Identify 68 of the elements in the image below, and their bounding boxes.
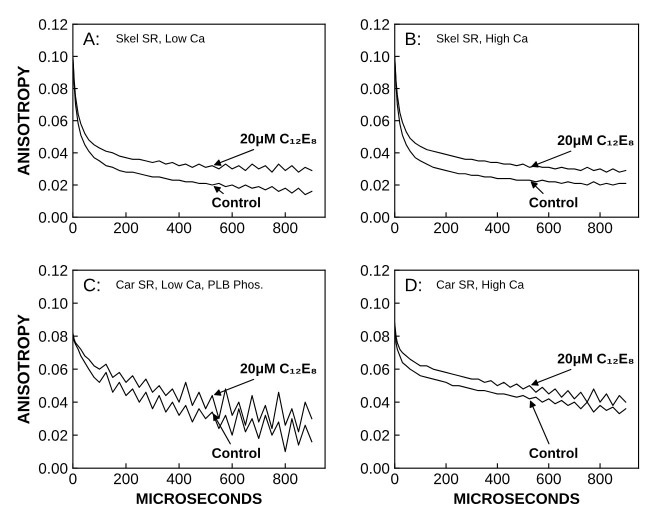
text: Skel SR, High Ca bbox=[436, 34, 528, 45]
y-tick-label: 0.06 bbox=[38, 116, 68, 126]
chart-title: C: bbox=[84, 278, 100, 292]
y-tick-label: 0.00 bbox=[360, 463, 390, 474]
y-axis-title: ANISOTROPY bbox=[18, 314, 30, 424]
y-tick-label: 0.10 bbox=[38, 298, 68, 309]
y-tick-label: 0.04 bbox=[360, 148, 390, 159]
x-tick-label: 600 bbox=[220, 473, 244, 484]
text: Control bbox=[529, 448, 578, 458]
x-tick-label: 200 bbox=[114, 473, 138, 484]
x-tick-label: 400 bbox=[166, 473, 192, 484]
y-tick-label: 0.12 bbox=[38, 265, 68, 276]
y-tick-label: 0.12 bbox=[38, 19, 68, 30]
y-tick-label: 0.04 bbox=[360, 397, 390, 408]
y-tick-label: 0.08 bbox=[360, 331, 390, 342]
text: Car SR, Low Ca, PLB Phos. bbox=[116, 280, 262, 290]
x-tick-label: 200 bbox=[434, 222, 458, 234]
x-tick-label: 600 bbox=[220, 222, 244, 234]
series-label: 20μM C₁₂E₈ bbox=[558, 135, 634, 148]
x-tick-label: 0 bbox=[391, 473, 398, 484]
y-tick-label: 0.04 bbox=[38, 397, 68, 408]
chart-title: B: bbox=[406, 32, 420, 46]
x-tick-label: 800 bbox=[588, 473, 612, 484]
y-tick-label: 0.02 bbox=[360, 430, 390, 441]
y-tick-label: 0.02 bbox=[38, 180, 68, 191]
y-tick-label: 0.06 bbox=[360, 116, 390, 126]
x-tick-label: 600 bbox=[536, 473, 561, 484]
y-tick-label: 0.06 bbox=[360, 364, 390, 375]
y-tick-label: 0.08 bbox=[38, 83, 68, 94]
x-tick-label: 600 bbox=[536, 222, 561, 234]
text: Skel SR, Low Ca bbox=[116, 34, 205, 44]
legend-label: Control bbox=[212, 448, 260, 458]
x-tick-label: 800 bbox=[273, 222, 298, 234]
legend-label: Control bbox=[212, 197, 260, 208]
text: Car SR, High Ca bbox=[436, 280, 524, 292]
y-tick-label: 0.02 bbox=[360, 180, 390, 191]
series-label: 20μM C₁₂E₈ bbox=[558, 354, 634, 366]
x-tick-label: 800 bbox=[588, 222, 612, 234]
y-tick-label: 0.12 bbox=[360, 19, 390, 30]
y-tick-label: 0.02 bbox=[38, 430, 68, 441]
x-axis-title: MICROSECONDS bbox=[454, 493, 580, 504]
y-tick-label: 0.08 bbox=[360, 83, 390, 94]
x-tick-label: 0 bbox=[391, 222, 398, 234]
chart-title: A: bbox=[83, 32, 98, 46]
y-tick-label: 0.06 bbox=[38, 364, 68, 375]
x-axis-title: MICROSECONDS bbox=[136, 493, 262, 504]
x-tick-label: 400 bbox=[166, 222, 192, 234]
y-tick-label: 0.10 bbox=[360, 51, 390, 62]
y-tick-label: 0.00 bbox=[38, 463, 68, 474]
y-tick-label: 0.04 bbox=[38, 148, 68, 159]
y-tick-label: 0.10 bbox=[38, 51, 68, 62]
x-tick-label: 0 bbox=[69, 473, 77, 484]
y-tick-label: 0.00 bbox=[38, 212, 68, 223]
y-tick-label: 0.12 bbox=[360, 265, 390, 276]
series-label: 20μM C₁₂E₈ bbox=[240, 134, 316, 146]
y-tick-label: 0.10 bbox=[360, 298, 390, 309]
x-tick-label: 0 bbox=[69, 222, 77, 234]
y-tick-label: 0.08 bbox=[38, 331, 68, 342]
legend-label: Control bbox=[529, 197, 578, 208]
x-tick-label: 400 bbox=[485, 222, 510, 234]
x-tick-label: 200 bbox=[434, 473, 458, 484]
series-label: 20μM C₁₂E₈ bbox=[240, 364, 316, 376]
y-tick-label: 0.00 bbox=[360, 212, 390, 223]
x-tick-label: 200 bbox=[114, 222, 138, 234]
y-axis-title: ANISOTROPY bbox=[18, 66, 30, 176]
x-tick-label: 800 bbox=[273, 473, 298, 484]
x-tick-label: 400 bbox=[485, 473, 510, 484]
chart-title: D: bbox=[406, 278, 421, 292]
